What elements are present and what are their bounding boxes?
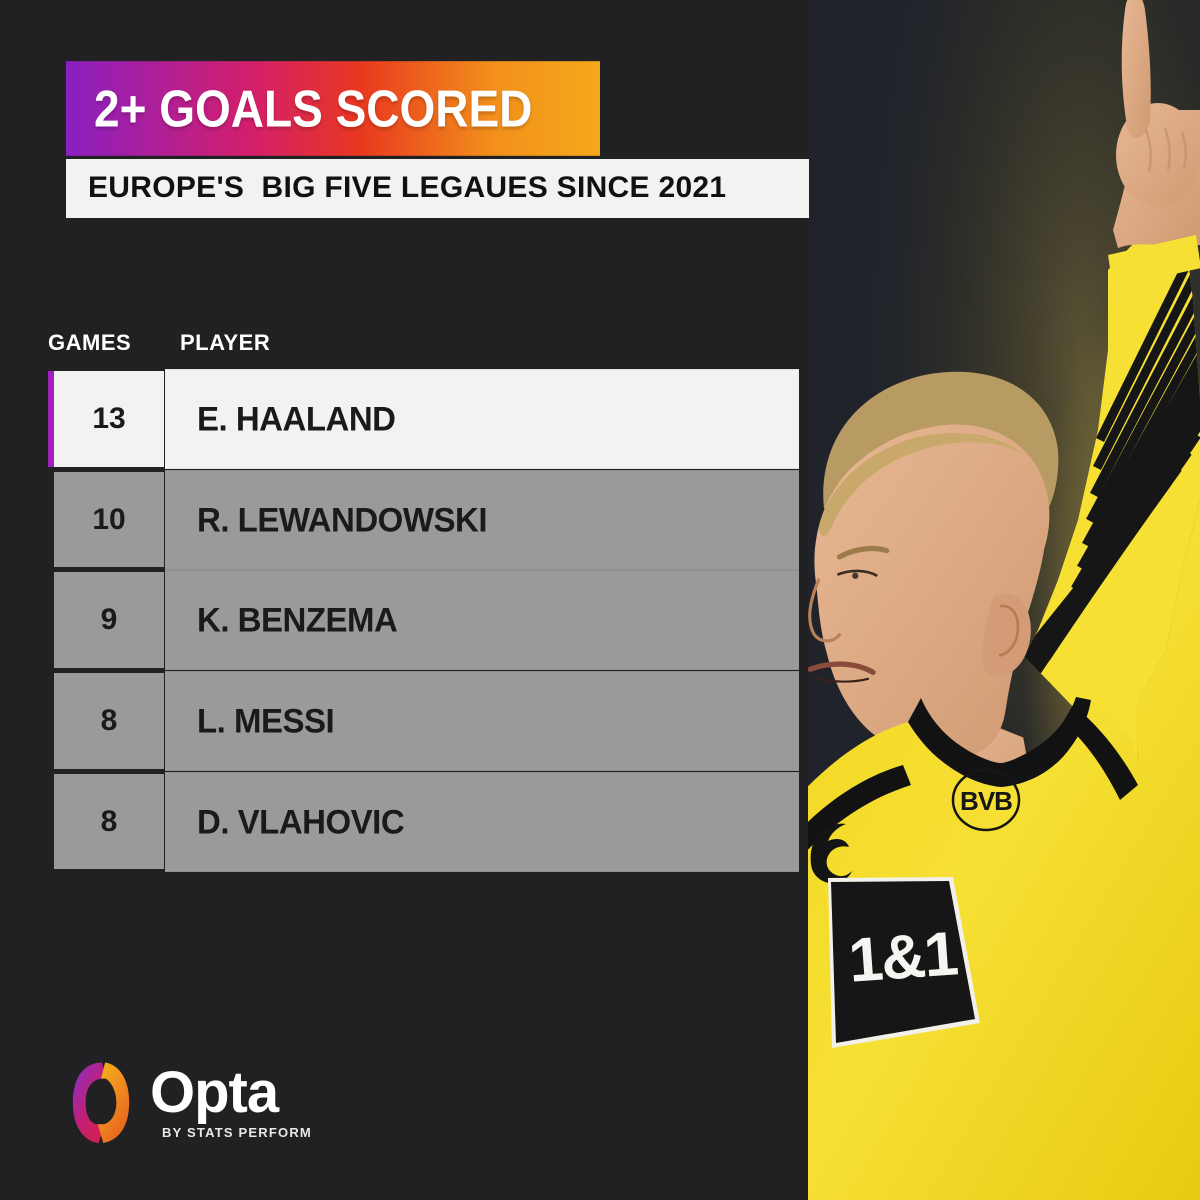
svg-text:1&1: 1&1 <box>846 919 959 995</box>
svg-text:BVB: BVB <box>960 786 1012 816</box>
